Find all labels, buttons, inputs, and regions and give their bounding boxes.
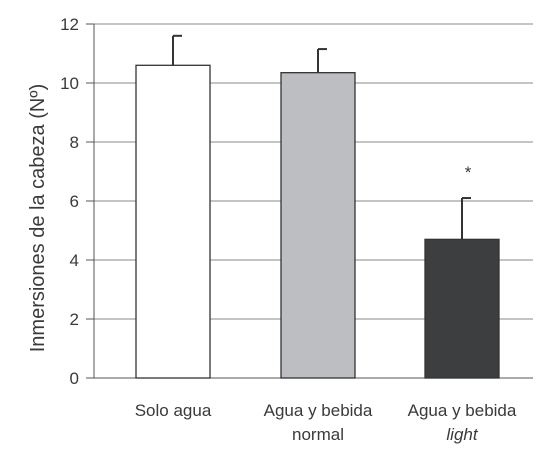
y-tick-label: 2	[70, 310, 79, 329]
bars	[135, 34, 500, 379]
bar	[280, 72, 356, 379]
x-tick-label: Agua y bebida	[408, 401, 517, 420]
bar	[135, 64, 211, 379]
x-tick-label: Agua y bebida	[264, 401, 373, 420]
bar	[424, 238, 500, 379]
y-tick-label: 0	[70, 369, 79, 388]
y-tick-label: 8	[70, 133, 79, 152]
y-tick-label: 10	[60, 74, 79, 93]
y-axis-title: Inmersiones de la cabeza (Nº)	[27, 84, 49, 353]
y-tick-label: 6	[70, 192, 79, 211]
x-tick-label: Solo agua	[135, 401, 212, 420]
significance-marker: *	[465, 163, 472, 182]
x-tick-label-line2: light	[446, 425, 478, 444]
x-tick-label-line2: normal	[292, 425, 344, 444]
y-tick-label: 12	[60, 15, 79, 34]
y-tick-label: 4	[70, 251, 79, 270]
labels: 0 2 4 6 8 10 12 Solo agua Agua y bebida normal * Ag…	[60, 15, 517, 444]
